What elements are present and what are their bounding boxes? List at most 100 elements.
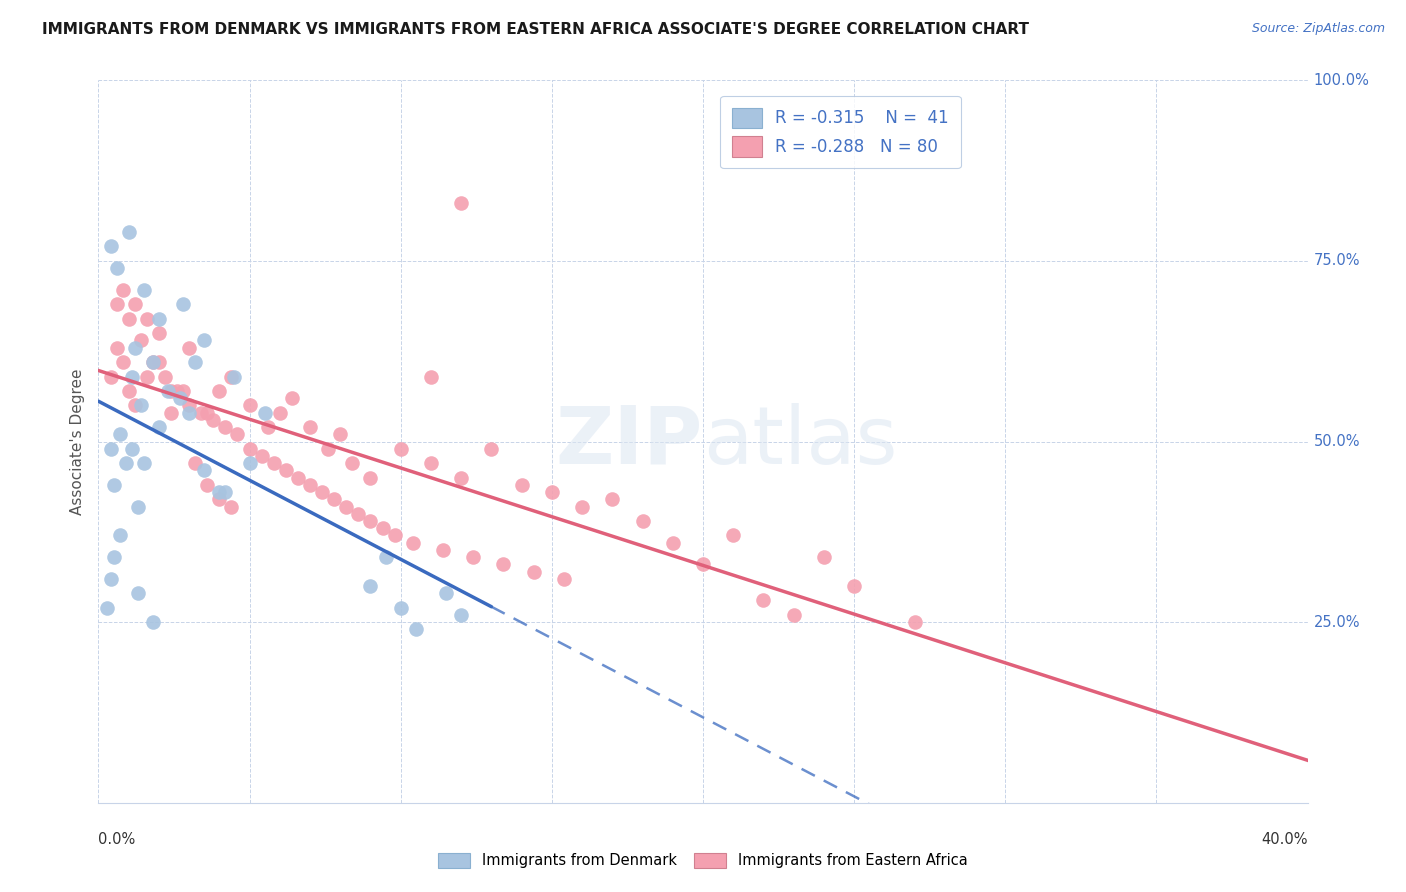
Text: ZIP: ZIP [555, 402, 703, 481]
Point [510, 478, 533, 492]
Point [214, 420, 236, 434]
Point [129, 334, 152, 348]
Point [323, 492, 346, 507]
Point [103, 550, 125, 565]
Point [335, 500, 357, 514]
Text: 25.0%: 25.0% [1313, 615, 1360, 630]
Point [105, 261, 128, 276]
Point [114, 456, 136, 470]
Point [553, 572, 575, 586]
Point [783, 607, 806, 622]
Point [360, 579, 382, 593]
Point [263, 456, 285, 470]
Text: atlas: atlas [703, 402, 897, 481]
Point [723, 528, 745, 542]
Point [172, 384, 194, 398]
Point [316, 442, 339, 456]
Point [450, 471, 472, 485]
Point [160, 384, 183, 398]
Point [121, 442, 143, 456]
Point [299, 478, 322, 492]
Text: 75.0%: 75.0% [1313, 253, 1360, 268]
Point [389, 600, 412, 615]
Point [347, 507, 370, 521]
Point [127, 500, 149, 514]
Point [342, 456, 364, 470]
Point [142, 615, 165, 630]
Point [148, 355, 170, 369]
Point [111, 283, 134, 297]
Point [434, 586, 457, 600]
Point [692, 558, 714, 572]
Y-axis label: Associate's Degree: Associate's Degree [70, 368, 86, 515]
Point [371, 521, 394, 535]
Point [631, 514, 654, 528]
Point [420, 456, 443, 470]
Point [142, 355, 165, 369]
Point [100, 369, 122, 384]
Point [253, 406, 276, 420]
Point [463, 550, 485, 565]
Point [100, 239, 122, 253]
Point [160, 406, 183, 420]
Point [360, 514, 382, 528]
Point [481, 442, 503, 456]
Point [121, 369, 143, 384]
Text: 50.0%: 50.0% [1313, 434, 1360, 449]
Point [184, 456, 207, 470]
Point [172, 297, 194, 311]
Point [100, 572, 122, 586]
Point [540, 485, 562, 500]
Point [602, 492, 624, 507]
Point [148, 326, 170, 341]
Point [274, 463, 297, 477]
Point [142, 355, 165, 369]
Point [135, 369, 157, 384]
Point [844, 579, 866, 593]
Point [813, 550, 835, 565]
Text: 0.0%: 0.0% [98, 831, 135, 847]
Point [208, 485, 231, 500]
Point [118, 384, 141, 398]
Point [135, 311, 157, 326]
Point [179, 341, 201, 355]
Point [202, 413, 225, 427]
Point [224, 369, 246, 384]
Point [904, 615, 927, 630]
Point [118, 311, 141, 326]
Point [287, 471, 309, 485]
Point [239, 398, 262, 412]
Point [103, 478, 125, 492]
Point [420, 369, 443, 384]
Point [108, 427, 131, 442]
Point [523, 565, 546, 579]
Point [179, 406, 201, 420]
Point [105, 341, 128, 355]
Point [193, 334, 215, 348]
Text: 40.0%: 40.0% [1261, 831, 1308, 847]
Point [208, 384, 231, 398]
Point [450, 607, 472, 622]
Point [221, 500, 243, 514]
Point [208, 492, 231, 507]
Point [190, 406, 212, 420]
Point [179, 398, 201, 412]
Point [384, 528, 406, 542]
Point [250, 449, 273, 463]
Point [661, 535, 683, 549]
Point [111, 355, 134, 369]
Point [169, 391, 191, 405]
Point [96, 600, 118, 615]
Point [193, 463, 215, 477]
Point [281, 391, 304, 405]
Point [124, 297, 146, 311]
Text: Source: ZipAtlas.com: Source: ZipAtlas.com [1251, 22, 1385, 36]
Point [127, 586, 149, 600]
Text: 100.0%: 100.0% [1313, 73, 1369, 87]
Point [148, 420, 170, 434]
Point [311, 485, 333, 500]
Point [239, 456, 262, 470]
Point [124, 341, 146, 355]
Point [105, 297, 128, 311]
Point [195, 478, 218, 492]
